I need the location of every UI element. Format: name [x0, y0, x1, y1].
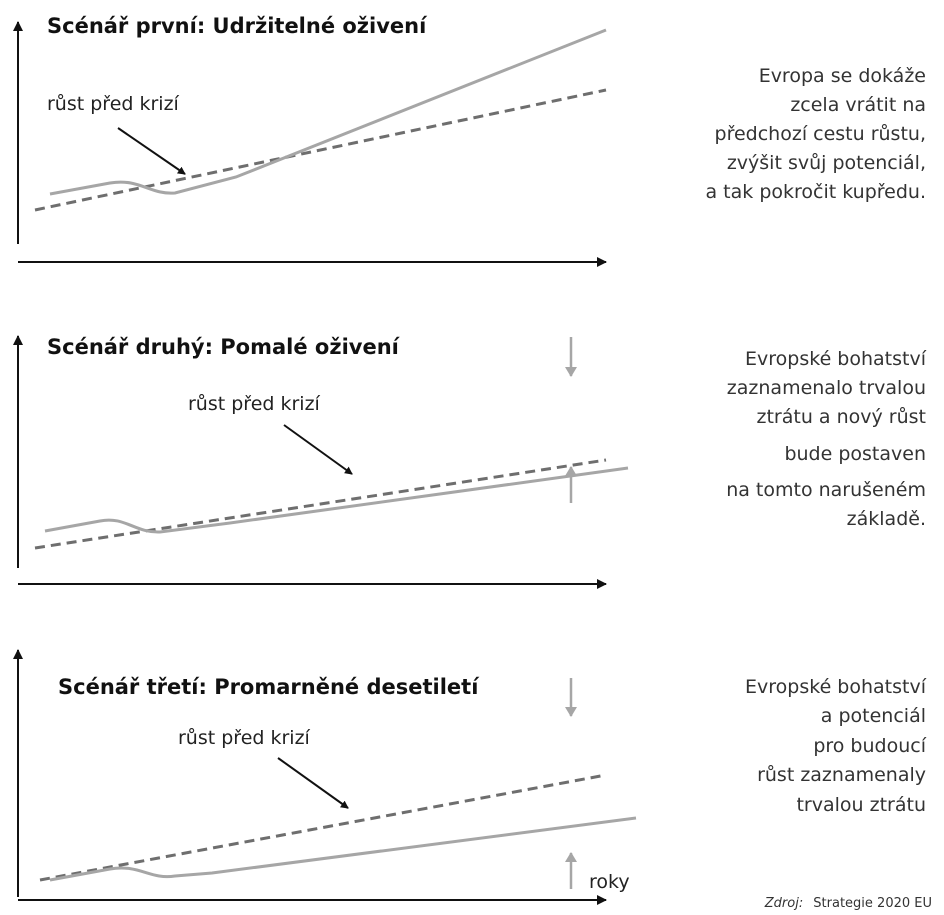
- panel-2: Scénář druhý: Pomalé oživení růst před k…: [13, 335, 927, 589]
- pre-crisis-label: růst před krizí: [47, 93, 180, 115]
- pre-crisis-trend-line: [34, 88, 607, 212]
- pointer-arrow: [277, 757, 349, 809]
- panel-description: Evropa se dokáže zcela vrátit na předcho…: [706, 65, 927, 203]
- description-line: předchozí cestu růstu,: [715, 123, 926, 145]
- description-line: bude postaven: [784, 443, 926, 465]
- source-prefix: Zdroj:: [764, 896, 803, 911]
- source-text: Strategie 2020 EU: [813, 896, 932, 911]
- pre-crisis-label: růst před krizí: [188, 393, 321, 415]
- x-axis-label: roky: [589, 871, 630, 893]
- description-line: Evropské bohatství: [745, 676, 927, 698]
- panel-description: Evropské bohatství zaznamenalo trvalou z…: [726, 348, 927, 530]
- pre-crisis-trend-line: [34, 458, 607, 550]
- description-line: na tomto narušeném: [726, 479, 926, 501]
- description-line: a tak pokročit kupředu.: [706, 181, 927, 203]
- pointer-arrow: [283, 424, 353, 475]
- source-note: Zdroj: Strategie 2020 EU: [764, 892, 932, 911]
- actual-growth-curve: [49, 816, 637, 882]
- panel-title: Scénář druhý: Pomalé oživení: [47, 335, 401, 359]
- actual-growth-curve: [49, 28, 607, 196]
- description-line: a potenciál: [821, 705, 926, 727]
- description-line: Evropské bohatství: [745, 348, 927, 370]
- description-line: pro budoucí: [813, 735, 926, 757]
- actual-growth-curve: [44, 466, 629, 534]
- description-line: růst zaznamenaly: [757, 764, 926, 786]
- description-line: trvalou ztrátu: [796, 794, 926, 816]
- description-line: zaznamenalo trvalou: [727, 377, 926, 399]
- description-line: zvýšit svůj potenciál,: [727, 152, 926, 174]
- pointer-arrow: [117, 127, 186, 175]
- pre-crisis-label: růst před krizí: [178, 727, 311, 749]
- description-line: ztrátu a nový růst: [757, 406, 927, 428]
- panel-1: Scénář první: Udržitelné oživení růst př…: [13, 14, 927, 267]
- panel-title: Scénář první: Udržitelné oživení: [47, 14, 428, 38]
- description-line: základě.: [847, 508, 926, 530]
- panel-description: Evropské bohatství a potenciál pro budou…: [745, 676, 927, 816]
- description-line: zcela vrátit na: [790, 94, 926, 116]
- description-line: Evropa se dokáže: [759, 65, 926, 87]
- panel-3: Scénář třetí: Promarněné desetiletí růst…: [13, 649, 927, 905]
- panel-title: Scénář třetí: Promarněné desetiletí: [58, 675, 480, 699]
